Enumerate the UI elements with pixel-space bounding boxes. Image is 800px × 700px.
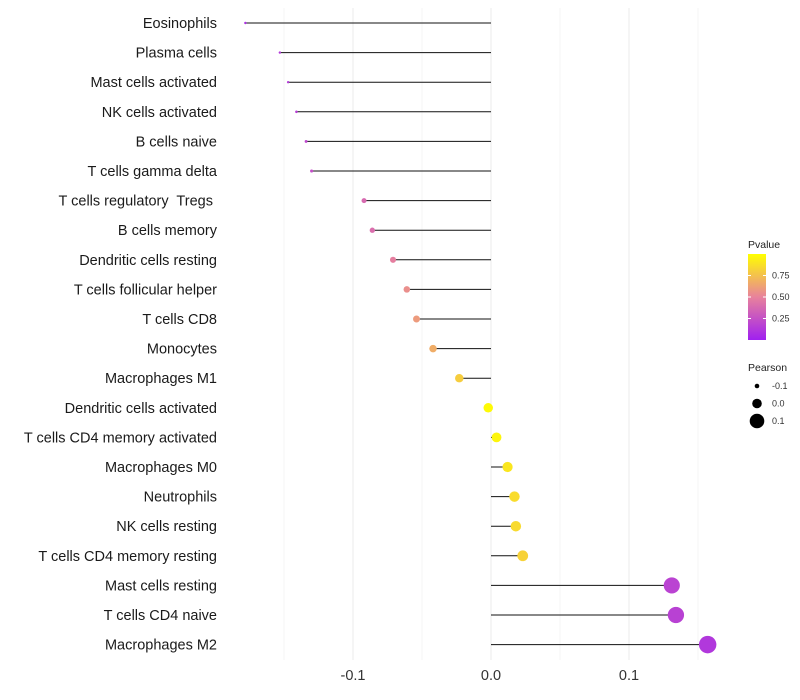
pearson-legend-title: Pearson bbox=[748, 362, 787, 374]
lollipop-dot bbox=[491, 432, 502, 443]
category-label: Mast cells resting bbox=[105, 578, 217, 594]
lollipop-dot bbox=[483, 403, 493, 413]
category-label: NK cells activated bbox=[102, 105, 217, 121]
x-tick-label: 0.0 bbox=[481, 668, 501, 684]
category-label: Mast cells activated bbox=[90, 75, 217, 91]
lollipop-dot bbox=[455, 373, 464, 383]
pvalue-legend-title: Pvalue bbox=[748, 239, 780, 251]
pearson-legend: Pearson -0.1 0.0 0.1 bbox=[748, 362, 788, 429]
category-label: B cells naive bbox=[136, 134, 217, 150]
category-label: Macrophages M1 bbox=[105, 371, 217, 387]
size-legend-label: 0.1 bbox=[772, 416, 785, 426]
category-label: T cells follicular helper bbox=[74, 282, 217, 298]
lollipop-dots bbox=[244, 21, 717, 654]
lollipop-dot bbox=[361, 198, 367, 204]
lollipop-dot bbox=[663, 577, 680, 594]
category-label: T cells CD4 naive bbox=[104, 608, 217, 624]
colorbar-tick-label: 0.75 bbox=[772, 271, 790, 281]
x-axis-ticks: -0.1 0.0 0.1 bbox=[341, 668, 640, 684]
lollipop-dot bbox=[413, 315, 420, 323]
pvalue-colorbar bbox=[748, 254, 766, 340]
category-label: T cells CD4 memory activated bbox=[24, 430, 217, 446]
category-label: Macrophages M0 bbox=[105, 460, 217, 476]
category-label: Eosinophils bbox=[143, 16, 217, 32]
category-label: Plasma cells bbox=[136, 46, 217, 62]
lollipop-dot bbox=[510, 520, 522, 532]
colorbar-tick-label: 0.25 bbox=[772, 314, 790, 324]
category-label: T cells CD8 bbox=[142, 312, 217, 328]
pvalue-legend: Pvalue 0.75 0.50 0.25 bbox=[748, 239, 790, 340]
category-label: T cells gamma delta bbox=[88, 164, 218, 180]
size-legend-label: -0.1 bbox=[772, 381, 788, 391]
category-label: T cells CD4 memory resting bbox=[38, 549, 217, 565]
lollipop-dot bbox=[429, 344, 437, 353]
size-legend-label: 0.0 bbox=[772, 399, 785, 409]
lollipop-dot bbox=[369, 227, 375, 233]
category-label: Dendritic cells resting bbox=[79, 253, 217, 269]
category-label: T cells regulatory Tregs bbox=[59, 194, 218, 210]
lollipop-dot bbox=[502, 461, 513, 473]
lollipop-dot bbox=[278, 51, 282, 54]
lollipop-dot bbox=[509, 491, 520, 502]
lollipop-dot bbox=[517, 550, 529, 562]
lollipop-dot bbox=[403, 286, 411, 293]
x-tick-label: 0.1 bbox=[619, 668, 639, 684]
colorbar-tick-label: 0.50 bbox=[772, 292, 790, 302]
category-label: B cells memory bbox=[118, 223, 218, 239]
size-legend-dot bbox=[754, 383, 760, 389]
category-label: Neutrophils bbox=[144, 490, 217, 506]
size-legend-dot bbox=[749, 413, 765, 429]
lollipop-dot bbox=[304, 139, 308, 143]
lollipop-stems bbox=[245, 22, 708, 646]
category-label: NK cells resting bbox=[116, 519, 217, 535]
lollipop-dot bbox=[295, 110, 298, 114]
category-label: Dendritic cells activated bbox=[65, 401, 217, 417]
category-label: Macrophages M2 bbox=[105, 638, 217, 654]
lollipop-dot bbox=[389, 256, 397, 263]
lollipop-dot bbox=[244, 21, 247, 25]
size-legend-dot bbox=[752, 398, 762, 409]
category-label: Monocytes bbox=[147, 342, 217, 358]
lollipop-dot bbox=[698, 635, 717, 654]
x-tick-label: -0.1 bbox=[341, 668, 366, 684]
category-labels: Eosinophils Plasma cells Mast cells activa… bbox=[24, 16, 218, 654]
grid-lines bbox=[283, 8, 699, 660]
lollipop-dot bbox=[310, 169, 314, 173]
lollipop-dot bbox=[667, 606, 685, 624]
lollipop-dot bbox=[286, 81, 290, 84]
